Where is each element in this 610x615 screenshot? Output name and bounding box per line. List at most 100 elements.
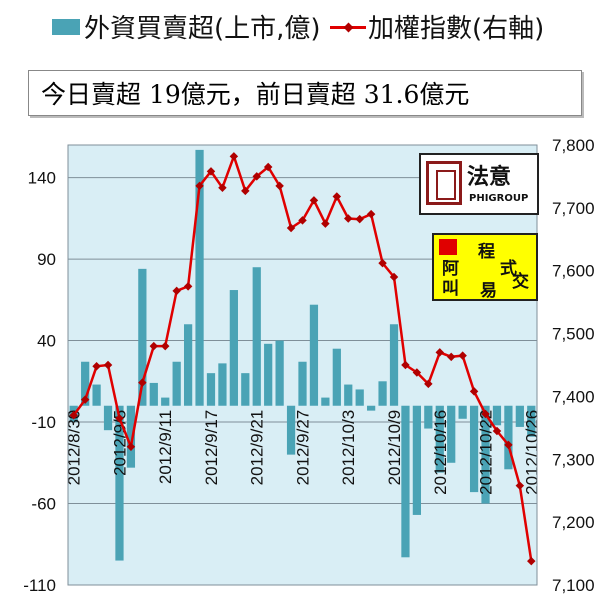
index-marker xyxy=(515,481,525,490)
y-right-tick-label: 7,400 xyxy=(552,387,595,406)
x-tick-label: 2012/10/3 xyxy=(339,410,358,486)
bar xyxy=(492,405,502,426)
program-trading-logo: 程 阿 式 叫 交 易 xyxy=(432,233,538,301)
index-marker xyxy=(160,341,170,351)
bar xyxy=(252,267,261,406)
phigroup-logo-name: 法意 xyxy=(467,165,512,190)
x-tick-label: 2012/9/11 xyxy=(156,410,175,484)
bar xyxy=(344,384,353,406)
y-left-tick-label: -10 xyxy=(31,413,56,432)
index-marker xyxy=(458,351,467,360)
index-marker xyxy=(492,426,502,436)
y-left-tick-label: 140 xyxy=(28,169,56,188)
index-marker xyxy=(80,395,90,404)
index-marker xyxy=(126,442,136,451)
bar xyxy=(355,389,364,406)
program-logo-char: 程 xyxy=(478,242,495,262)
bar xyxy=(378,381,387,406)
y-left-tick-label: 40 xyxy=(37,332,56,351)
plot-border xyxy=(67,144,538,586)
bar xyxy=(183,324,193,406)
bar xyxy=(103,405,113,431)
bar xyxy=(481,405,490,504)
phigroup-logo-mark xyxy=(426,161,462,205)
index-marker xyxy=(229,152,239,161)
bar xyxy=(241,373,250,406)
right-axis-labels: 7,800 7,700 7,600 7,500 7,400 7,300 7,200 7,100 xyxy=(552,136,595,595)
summary-box: 今日賣超 19億元，前日賣超 31.6億元 xyxy=(28,70,582,116)
bar xyxy=(264,343,273,406)
y-right-tick-label: 7,600 xyxy=(552,262,595,281)
bar xyxy=(504,405,513,470)
index-marker xyxy=(527,556,536,566)
legend-item-bars: 外資買賣超(上市,億) xyxy=(52,8,321,45)
index-marker xyxy=(446,352,456,362)
index-marker xyxy=(172,286,181,296)
program-logo-char: 式 xyxy=(500,259,517,279)
index-marker xyxy=(115,414,124,423)
x-tick-label: 2012/10/9 xyxy=(385,410,404,486)
bar xyxy=(401,405,410,558)
bar xyxy=(469,405,479,493)
index-marker xyxy=(103,360,113,370)
bar xyxy=(172,361,181,406)
index-marker xyxy=(183,282,193,291)
y-right-tick-label: 7,800 xyxy=(552,136,595,155)
bar xyxy=(229,290,238,406)
bar xyxy=(275,340,284,406)
y-right-tick-label: 7,200 xyxy=(552,513,595,532)
index-marker xyxy=(252,172,261,181)
bar xyxy=(435,405,444,473)
index-marker xyxy=(504,440,513,450)
legend-line-swatch xyxy=(330,16,366,38)
index-marker xyxy=(355,214,364,224)
index-marker xyxy=(401,360,410,370)
index-marker xyxy=(206,167,216,176)
y-left-tick-label: -110 xyxy=(23,576,56,595)
index-marker xyxy=(195,181,204,191)
bar xyxy=(149,382,158,406)
index-marker xyxy=(241,186,250,196)
index-marker xyxy=(263,162,273,172)
x-tick-label: 2012/10/26 xyxy=(522,410,541,495)
line-series xyxy=(69,152,536,566)
bar xyxy=(412,405,422,515)
index-marker xyxy=(218,183,227,192)
program-logo-char: 阿 xyxy=(442,259,459,279)
program-logo-char: 叫 xyxy=(442,279,459,299)
bar xyxy=(389,324,399,406)
bar xyxy=(424,405,433,429)
x-tick-label: 2012/9/17 xyxy=(202,410,221,486)
index-marker xyxy=(412,368,422,377)
index-marker xyxy=(275,181,284,191)
bar xyxy=(126,405,136,468)
bar xyxy=(161,397,170,406)
y-right-tick-label: 7,500 xyxy=(552,325,595,344)
bar xyxy=(138,268,147,406)
index-marker xyxy=(424,379,433,389)
index-marker xyxy=(481,409,490,419)
bar xyxy=(515,405,524,427)
y-right-tick-label: 7,300 xyxy=(552,450,595,469)
legend-bar-label: 外資買賣超(上市,億) xyxy=(84,14,321,44)
bar xyxy=(218,363,227,406)
program-logo-char: 易 xyxy=(480,281,497,301)
summary-text: 今日賣超 19億元，前日賣超 31.6億元 xyxy=(41,80,470,109)
index-marker xyxy=(435,348,445,357)
phigroup-logo: 法意 PHIGROUP xyxy=(419,153,539,215)
index-marker xyxy=(332,192,342,201)
legend-item-line: 加權指數(右軸) xyxy=(330,8,544,45)
index-marker xyxy=(298,216,307,225)
bar xyxy=(458,405,467,419)
bar xyxy=(115,405,124,561)
y-left-tick-label: -60 xyxy=(31,495,56,514)
bar xyxy=(195,149,204,406)
left-axis-labels: 140 90 40 -10 -60 -110 xyxy=(23,169,56,595)
bar xyxy=(367,405,376,411)
index-marker xyxy=(138,378,147,387)
bar xyxy=(286,405,296,455)
phigroup-logo-sub: PHIGROUP xyxy=(469,193,529,204)
index-marker xyxy=(149,341,159,351)
index-marker xyxy=(366,209,376,219)
